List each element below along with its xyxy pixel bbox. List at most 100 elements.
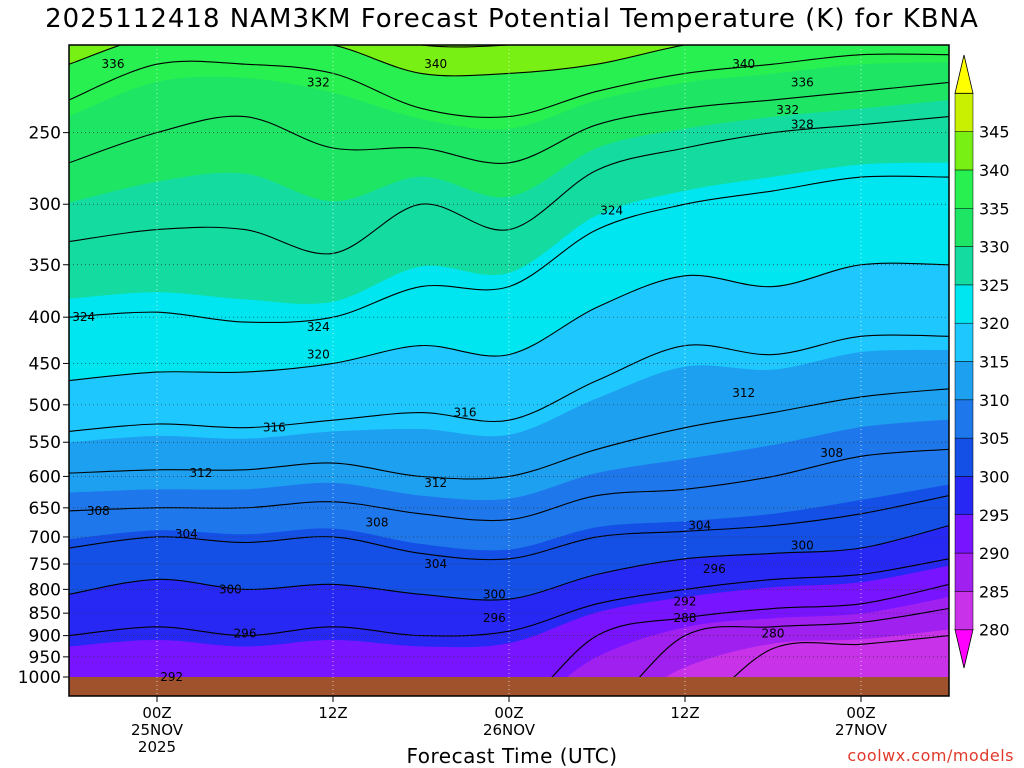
colorbar-swatch: [954, 552, 974, 592]
x-tick-label: 25NOV: [131, 721, 184, 739]
x-tick-label: 26NOV: [483, 721, 536, 739]
y-tick-label: 1000: [18, 668, 61, 688]
y-tick-label: 300: [29, 195, 61, 215]
contour-label: 312: [732, 386, 755, 400]
source-credit: coolwx.com/models: [847, 746, 1014, 765]
colorbar-label: 290: [979, 544, 1010, 563]
colorbar-label: 295: [979, 506, 1010, 525]
y-axis: 250 300 350 400 450 500 550 600 650 700 750 800 850 9…: [18, 124, 69, 688]
x-tick-label: 27NOV: [835, 721, 888, 739]
x-tick-label: 2025: [138, 738, 176, 756]
x-tick-label: 00Z: [494, 704, 523, 722]
y-tick-label: 900: [29, 627, 61, 647]
colorbar-swatch: [954, 322, 974, 362]
colorbar-label: 300: [979, 467, 1010, 486]
colorbar-swatch: [954, 54, 974, 94]
y-tick-label: 750: [29, 555, 61, 575]
contour-label: 328: [791, 118, 814, 132]
contour-label: 292: [160, 670, 183, 684]
colorbar-swatch: [954, 591, 974, 630]
colorbar-label: 325: [979, 276, 1010, 295]
contour-label: 312: [424, 476, 447, 490]
colorbar-swatch: [954, 246, 974, 286]
contour-320: [69, 262, 949, 382]
colorbar-swatch: [954, 284, 974, 324]
contour-label: 316: [263, 421, 286, 435]
ground-surface: [69, 677, 949, 696]
grid-layer: [69, 45, 949, 696]
y-tick-label: 950: [29, 648, 61, 668]
colorbar: 280 285 290 295 300 305 310 315 320 325 330 335 340 3…: [954, 54, 1010, 669]
colorbar-label: 320: [979, 314, 1010, 333]
colorbar-swatch: [954, 361, 974, 401]
contour-label: 308: [87, 504, 110, 518]
colorbar-label: 345: [979, 123, 1010, 142]
colorbar-swatch: [954, 131, 974, 171]
contour-label: 324: [72, 310, 95, 324]
contour-288: [620, 607, 949, 696]
contour-336: [69, 53, 949, 119]
y-tick-label: 450: [29, 354, 61, 374]
y-tick-label: 800: [29, 580, 61, 600]
contour-label: 300: [219, 582, 242, 596]
colorbar-swatch: [954, 399, 974, 439]
contour-label: 332: [776, 103, 799, 117]
contour-label: 340: [424, 57, 447, 71]
colorbar-label: 340: [979, 161, 1010, 180]
contour-label: 296: [234, 626, 257, 640]
contour-label: 336: [791, 75, 814, 89]
page-title: 2025112418 NAM3KM Forecast Potential Tem…: [45, 4, 979, 34]
contour-label: 316: [454, 406, 477, 420]
contour-label: 292: [674, 594, 697, 608]
contour-label: 308: [820, 446, 843, 460]
y-tick-label: 600: [29, 467, 61, 487]
contour-label: 312: [190, 466, 213, 480]
colorbar-swatch: [954, 437, 974, 477]
colorbar-swatch: [954, 514, 974, 554]
colorbar-swatch: [954, 93, 974, 132]
contour-304: [69, 495, 949, 561]
theta-band-top: [69, 0, 949, 45]
contour-label: 324: [307, 320, 330, 334]
contour-label: 320: [307, 348, 330, 362]
y-tick-label: 700: [29, 528, 61, 548]
y-tick-label: 250: [29, 124, 61, 144]
x-tick-label: 12Z: [318, 704, 347, 722]
colorbar-label: 330: [979, 238, 1010, 257]
colorbar-label: 305: [979, 429, 1010, 448]
contour-284: [712, 635, 949, 696]
contour-label: 308: [366, 516, 389, 530]
contour-316: [69, 334, 949, 432]
theta-fill-layer: [69, 0, 949, 696]
contour-label: 324: [600, 204, 623, 218]
x-tick-label: 00Z: [846, 704, 875, 722]
contour-344: [417, 45, 518, 48]
contour-label: 304: [424, 557, 447, 571]
contour-332: [69, 81, 949, 164]
contour-label: 332: [307, 75, 330, 89]
contour-292: [533, 583, 949, 696]
contour-label: 304: [175, 527, 198, 541]
colorbar-label: 335: [979, 199, 1010, 218]
contour-296: [69, 558, 949, 637]
x-tick-label: 00Z: [142, 704, 171, 722]
colorbar-label: 285: [979, 582, 1010, 601]
contour-label: 300: [791, 538, 814, 552]
colorbar-label: 280: [979, 621, 1010, 640]
contour-300: [69, 525, 949, 601]
contour-label: 280: [762, 626, 785, 640]
colorbar-label: 315: [979, 353, 1010, 372]
colorbar-swatch: [954, 629, 974, 669]
y-tick-label: 500: [29, 396, 61, 416]
y-tick-label: 400: [29, 308, 61, 328]
colorbar-swatch: [954, 476, 974, 515]
contour-324: [69, 175, 949, 324]
y-tick-label: 650: [29, 499, 61, 519]
contour-label: 296: [483, 611, 506, 625]
theta-band-285-290: [540, 595, 949, 696]
colorbar-label: 310: [979, 391, 1010, 410]
colorbar-swatch: [954, 208, 974, 247]
